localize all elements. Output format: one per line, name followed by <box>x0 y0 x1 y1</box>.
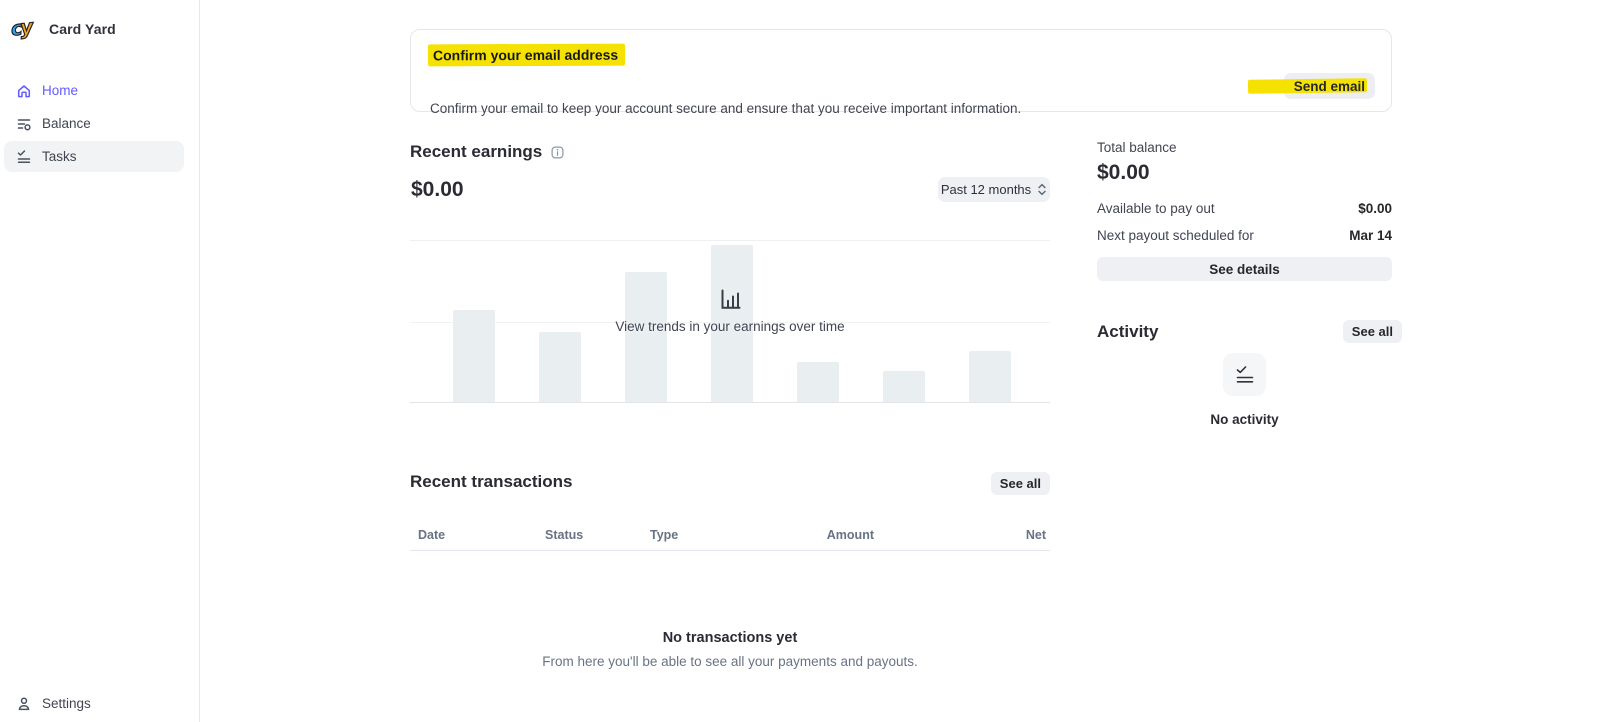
email-confirmation-banner: Confirm your email address Confirm your … <box>410 29 1392 116</box>
column-header-date: Date <box>418 528 446 542</box>
recent-earnings-header: Recent earnings <box>410 142 564 162</box>
sidebar-item-label: Balance <box>42 116 91 131</box>
no-activity-text: No activity <box>1210 412 1279 427</box>
home-icon <box>16 83 32 99</box>
no-transactions-subtitle: From here you'll be able to see all your… <box>542 654 918 669</box>
sidebar-nav: Home Balance Tasks <box>0 74 200 173</box>
chart-bar <box>625 272 667 402</box>
earnings-chart: View trends in your earnings over time <box>410 240 1050 403</box>
transactions-title: Recent transactions <box>410 472 573 491</box>
chart-bar <box>969 351 1011 402</box>
chart-overlay-text: View trends in your earnings over time <box>615 319 845 334</box>
transactions-empty-state: No transactions yet From here you'll be … <box>410 630 1050 669</box>
person-icon <box>16 696 32 712</box>
total-balance-amount: $0.00 <box>1097 161 1150 184</box>
send-email-button[interactable]: Send email <box>1247 73 1375 99</box>
chart-bar <box>539 332 581 402</box>
recent-transactions-section: Recent transactions See all Date Status … <box>410 472 1050 669</box>
tasks-icon <box>16 149 32 165</box>
available-to-pay-out-row: Available to pay out $0.00 <box>1097 201 1392 216</box>
sidebar-item-label: Tasks <box>42 149 77 164</box>
sidebar-item-settings[interactable]: Settings <box>0 687 200 720</box>
activity-empty-state: No activity <box>1097 353 1392 427</box>
sidebar-footer: Settings <box>0 687 200 720</box>
banner-description: Confirm your email to keep your account … <box>430 101 1022 116</box>
date-range-select[interactable]: Past 12 months <box>938 177 1050 202</box>
column-header-status: Status <box>545 528 584 542</box>
tasks-icon <box>1223 353 1266 396</box>
balance-icon <box>16 116 32 132</box>
column-header-type: Type <box>650 528 679 542</box>
sidebar-item-tasks[interactable]: Tasks <box>0 140 200 173</box>
bar-chart-icon <box>718 287 743 312</box>
info-icon[interactable] <box>551 146 564 159</box>
chart-bar <box>711 245 753 402</box>
sidebar-item-label: Settings <box>42 696 91 711</box>
total-balance-label: Total balance <box>1097 140 1177 155</box>
recent-earnings-title: Recent earnings <box>410 142 543 161</box>
next-payout-row: Next payout scheduled for Mar 14 <box>1097 228 1392 243</box>
column-header-amount: Amount <box>826 528 874 542</box>
sidebar-item-balance[interactable]: Balance <box>0 107 200 140</box>
transactions-table-header: Date Status Type Amount Net <box>410 528 1050 550</box>
chart-empty-overlay: View trends in your earnings over time <box>410 287 1050 334</box>
chart-bar <box>797 362 839 402</box>
activity-see-all-button[interactable]: See all <box>1342 320 1402 343</box>
chart-bar <box>453 310 495 402</box>
transactions-see-all-button[interactable]: See all <box>990 472 1050 495</box>
table-header-divider <box>410 550 1050 551</box>
recent-earnings-amount: $0.00 <box>411 178 464 201</box>
chart-bar <box>883 371 925 402</box>
activity-header: Activity See all <box>1097 320 1402 343</box>
banner-title: Confirm your email address <box>427 43 626 67</box>
column-header-net: Net <box>1025 528 1046 542</box>
transactions-header: Recent transactions See all <box>410 472 1050 495</box>
chevron-updown-icon <box>1037 183 1047 196</box>
see-details-button[interactable]: See details <box>1097 257 1392 281</box>
brand-name: Card Yard <box>49 21 116 37</box>
sidebar-item-label: Home <box>42 83 79 98</box>
no-transactions-title: No transactions yet <box>662 630 798 646</box>
sidebar-item-home[interactable]: Home <box>0 74 200 107</box>
activity-title: Activity <box>1097 321 1159 341</box>
